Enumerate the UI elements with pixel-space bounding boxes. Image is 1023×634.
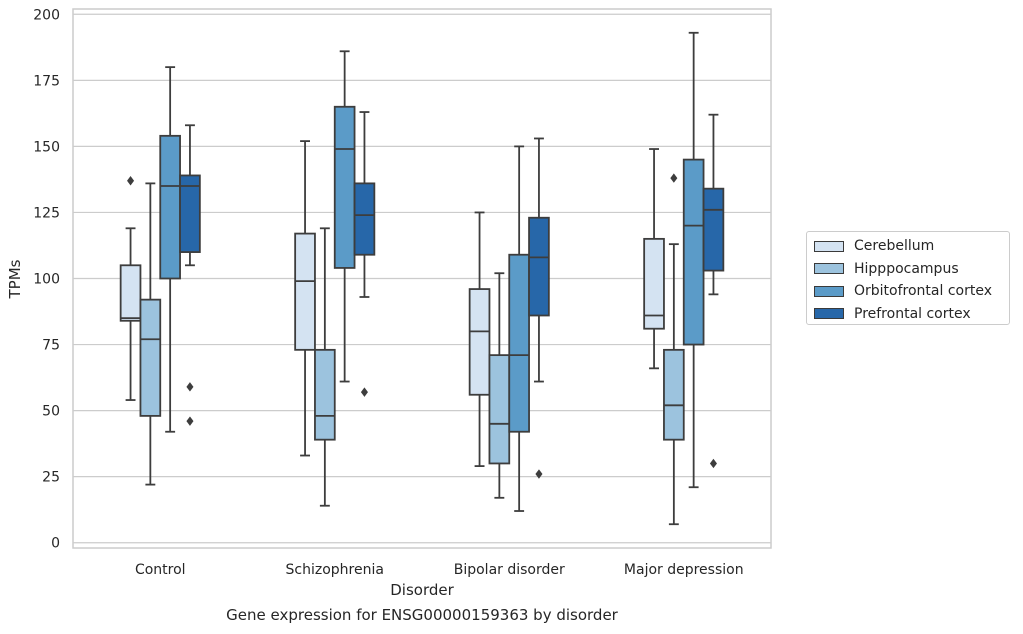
iqr-box xyxy=(139,298,162,417)
y-tick-label: 150 xyxy=(33,139,60,155)
box-orbitofrontal-cortex xyxy=(508,145,530,512)
legend-label: Prefrontal cortex xyxy=(854,305,971,322)
iqr-box xyxy=(159,134,181,280)
y-axis-label: TPMs xyxy=(6,259,24,299)
box-cerebellum xyxy=(643,148,665,370)
legend-swatch xyxy=(814,263,844,274)
box-orbitofrontal-cortex xyxy=(682,31,705,489)
iqr-box xyxy=(119,264,142,322)
legend-item: Prefrontal cortex xyxy=(814,305,971,323)
box-prefrontal-cortex xyxy=(528,137,550,479)
legend-item: Orbitofrontal cortex xyxy=(814,282,992,300)
box-orbitofrontal-cortex xyxy=(333,50,356,383)
box-cerebellum xyxy=(119,176,142,401)
box-orbitofrontal-cortex xyxy=(159,66,181,433)
iqr-box xyxy=(682,158,705,346)
x-tick-label: Major depression xyxy=(624,562,744,578)
boxes xyxy=(119,31,725,526)
x-tick-label: Control xyxy=(135,562,186,578)
iqr-box xyxy=(528,216,550,317)
legend-label: Cerebellum xyxy=(854,238,935,254)
box-hipppocampus xyxy=(139,182,162,486)
legend-swatch xyxy=(814,285,844,297)
legend-label: Orbitofrontal cortex xyxy=(854,283,992,299)
box-hipppocampus xyxy=(314,227,336,507)
iqr-box xyxy=(488,354,511,465)
iqr-box xyxy=(663,348,685,441)
legend-item: Hipppocampus xyxy=(814,260,959,278)
x-axis-label: Disorder xyxy=(390,581,454,599)
iqr-box xyxy=(702,187,725,272)
iqr-box xyxy=(294,232,316,351)
y-ticks: 0 25 50 75 100 125 150 175 200 xyxy=(33,7,60,551)
y-tick-label: 25 xyxy=(42,470,60,486)
x-tick-label: Bipolar disorder xyxy=(454,562,565,578)
legend-swatch xyxy=(814,308,844,319)
iqr-box xyxy=(179,174,201,253)
box-cerebellum xyxy=(294,140,316,457)
outlier-point xyxy=(535,469,543,479)
iqr-box xyxy=(643,237,665,330)
legend: Cerebellum Hipppocampus Orbitofrontal cort… xyxy=(806,231,1010,325)
legend-item: Cerebellum xyxy=(814,237,934,255)
outlier-point xyxy=(670,173,678,183)
outlier-point xyxy=(709,458,717,469)
iqr-box xyxy=(508,253,530,433)
outlier-point xyxy=(360,387,368,397)
box-cerebellum xyxy=(468,211,491,467)
y-tick-label: 175 xyxy=(33,73,60,89)
box-prefrontal-cortex xyxy=(702,113,725,469)
y-tick-label: 100 xyxy=(33,272,60,288)
outlier-point xyxy=(127,176,135,186)
legend-label: Hipppocampus xyxy=(854,260,959,277)
plot-frame xyxy=(72,8,772,549)
box-hipppocampus xyxy=(663,173,685,526)
box-prefrontal-cortex xyxy=(179,124,201,426)
box-hipppocampus xyxy=(488,272,511,499)
y-tick-label: 75 xyxy=(42,338,60,354)
box-prefrontal-cortex xyxy=(353,111,376,397)
y-tick-label: 0 xyxy=(51,536,60,552)
iqr-box xyxy=(314,348,336,441)
y-tick-label: 50 xyxy=(42,404,60,420)
outlier-point xyxy=(186,382,194,392)
y-tick-label: 200 xyxy=(33,7,60,23)
x-ticks: Control Schizophrenia Bipolar disorder Majo… xyxy=(135,562,744,578)
iqr-box xyxy=(353,182,376,256)
outlier-point xyxy=(186,416,194,426)
x-tick-label: Schizophrenia xyxy=(286,562,384,578)
y-tick-label: 125 xyxy=(33,205,60,221)
legend-swatch xyxy=(814,240,844,252)
chart-title: Gene expression for ENSG00000159363 by d… xyxy=(226,606,618,624)
iqr-box xyxy=(333,105,356,269)
iqr-box xyxy=(468,288,491,396)
